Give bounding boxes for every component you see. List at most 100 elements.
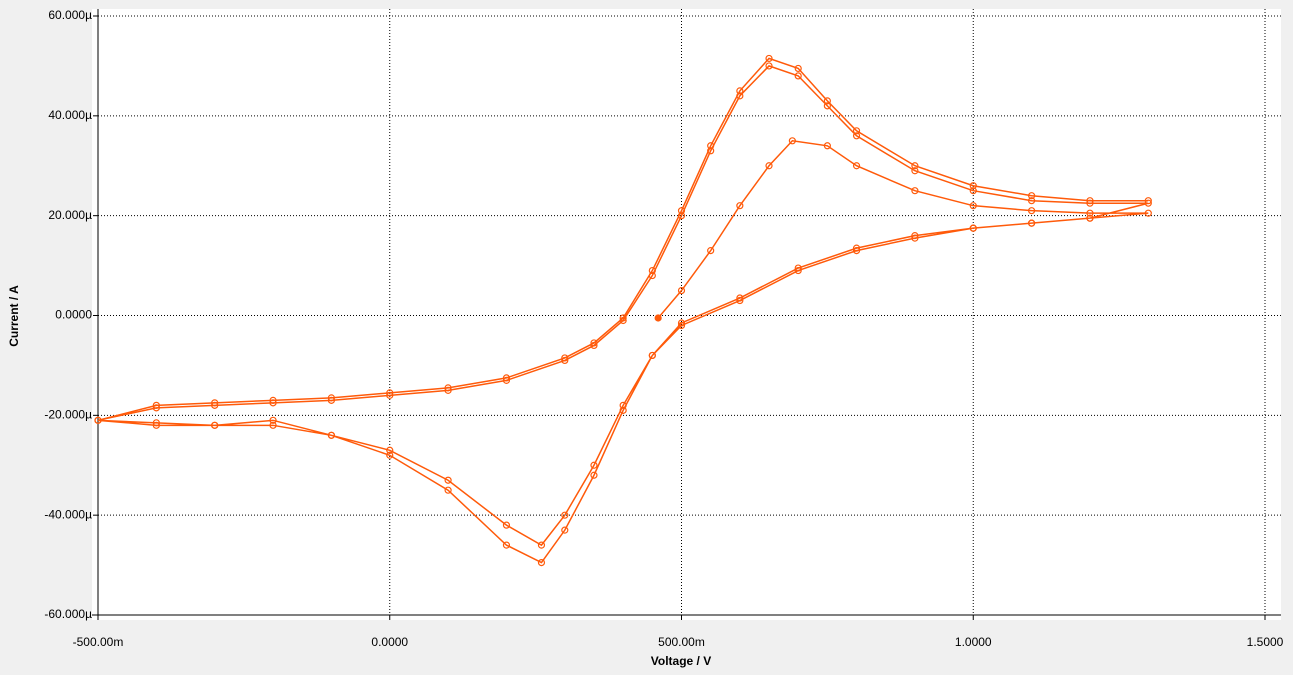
- data-point: [736, 87, 744, 95]
- data-point: [765, 62, 773, 70]
- data-point: [765, 162, 773, 170]
- y-axis-title: Current / A: [7, 285, 21, 347]
- data-point: [619, 316, 627, 325]
- data-point: [561, 356, 569, 365]
- data-point: [911, 187, 919, 195]
- data-point: [590, 339, 598, 347]
- data-point: [444, 386, 452, 394]
- data-point: [152, 419, 160, 427]
- data-point: [794, 72, 802, 80]
- series-line: [97, 57, 1149, 564]
- x-tick-label: 1.0000: [955, 635, 992, 649]
- x-tick-label: 0.0000: [371, 635, 408, 649]
- data-point: [561, 511, 569, 519]
- data-point: [327, 431, 335, 439]
- data-point: [736, 92, 744, 100]
- plot-area: [92, 9, 1281, 620]
- x-axis-title: Voltage / V: [651, 654, 711, 668]
- y-tick-label: 60.000µ: [48, 8, 92, 22]
- data-point: [1086, 214, 1094, 222]
- data-point: [386, 451, 394, 459]
- data-point: [94, 416, 102, 424]
- y-tick-label: -20.000µ: [44, 408, 92, 422]
- data-point: [269, 399, 277, 407]
- data-point: [211, 421, 219, 429]
- data-point: [969, 202, 977, 210]
- data-point: [211, 399, 219, 407]
- data-point: [444, 486, 452, 494]
- data-point: [852, 132, 861, 140]
- data-point: [152, 401, 160, 409]
- data-point: [852, 247, 861, 255]
- data-point: [648, 266, 656, 275]
- data-point: [911, 162, 919, 170]
- data-point: [502, 541, 511, 549]
- y-tick-label: 40.000µ: [48, 108, 92, 122]
- y-tick-label: -40.000µ: [44, 507, 92, 521]
- data-point: [502, 374, 511, 382]
- data-point: [619, 314, 627, 322]
- data-point: [852, 244, 861, 252]
- data-point: [969, 224, 977, 232]
- data-point: [269, 396, 277, 404]
- x-tick-label: 500.00m: [658, 635, 705, 649]
- data-point: [386, 389, 394, 397]
- data-point: [794, 64, 802, 73]
- data-point: [590, 341, 598, 350]
- data-point: [794, 266, 802, 275]
- data-point: [619, 401, 627, 409]
- data-point: [502, 521, 511, 529]
- data-point: [969, 187, 977, 195]
- y-tick-label: 0.0000: [55, 308, 92, 322]
- data-point: [677, 319, 686, 327]
- data-point: [969, 182, 977, 190]
- data-point: [911, 232, 919, 240]
- data-point: [327, 394, 335, 402]
- data-point: [707, 247, 715, 255]
- data-point: [502, 376, 511, 384]
- data-point: [736, 294, 744, 302]
- data-point: [648, 271, 656, 280]
- data-point: [590, 461, 598, 469]
- data-point: [152, 421, 160, 429]
- data-point: [794, 264, 802, 272]
- data-point: [911, 234, 919, 242]
- data-point: [852, 127, 861, 135]
- data-point: [386, 391, 394, 399]
- data-point: [327, 396, 335, 404]
- data-point: [852, 162, 861, 170]
- data-point: [444, 476, 452, 484]
- data-point: [1027, 207, 1036, 215]
- data-point: [590, 471, 598, 479]
- data-point: [677, 207, 686, 215]
- data-point: [1086, 209, 1094, 217]
- data-point: [677, 321, 686, 330]
- y-tick-label: -60.000µ: [44, 607, 92, 621]
- data-point: [561, 354, 569, 362]
- data-point: [444, 384, 452, 392]
- data-point: [1086, 199, 1094, 207]
- x-tick-label: -500.00m: [73, 635, 124, 649]
- data-point: [677, 212, 686, 220]
- data-point: [823, 102, 831, 110]
- data-point: [1027, 197, 1036, 205]
- data-point: [788, 137, 796, 145]
- data-point: [823, 97, 831, 105]
- data-point: [1086, 197, 1094, 205]
- data-point: [765, 54, 773, 63]
- data-point: [823, 142, 831, 150]
- data-point: [1027, 219, 1036, 227]
- data-point: [707, 147, 715, 155]
- data-point: [152, 404, 160, 412]
- data-point: [619, 406, 627, 414]
- data-point: [654, 314, 662, 322]
- data-point: [648, 351, 656, 360]
- data-point: [1027, 192, 1036, 200]
- data-point: [537, 558, 546, 567]
- data-point: [269, 421, 277, 429]
- data-point: [269, 416, 277, 424]
- data-point: [677, 286, 686, 295]
- data-point: [911, 167, 919, 175]
